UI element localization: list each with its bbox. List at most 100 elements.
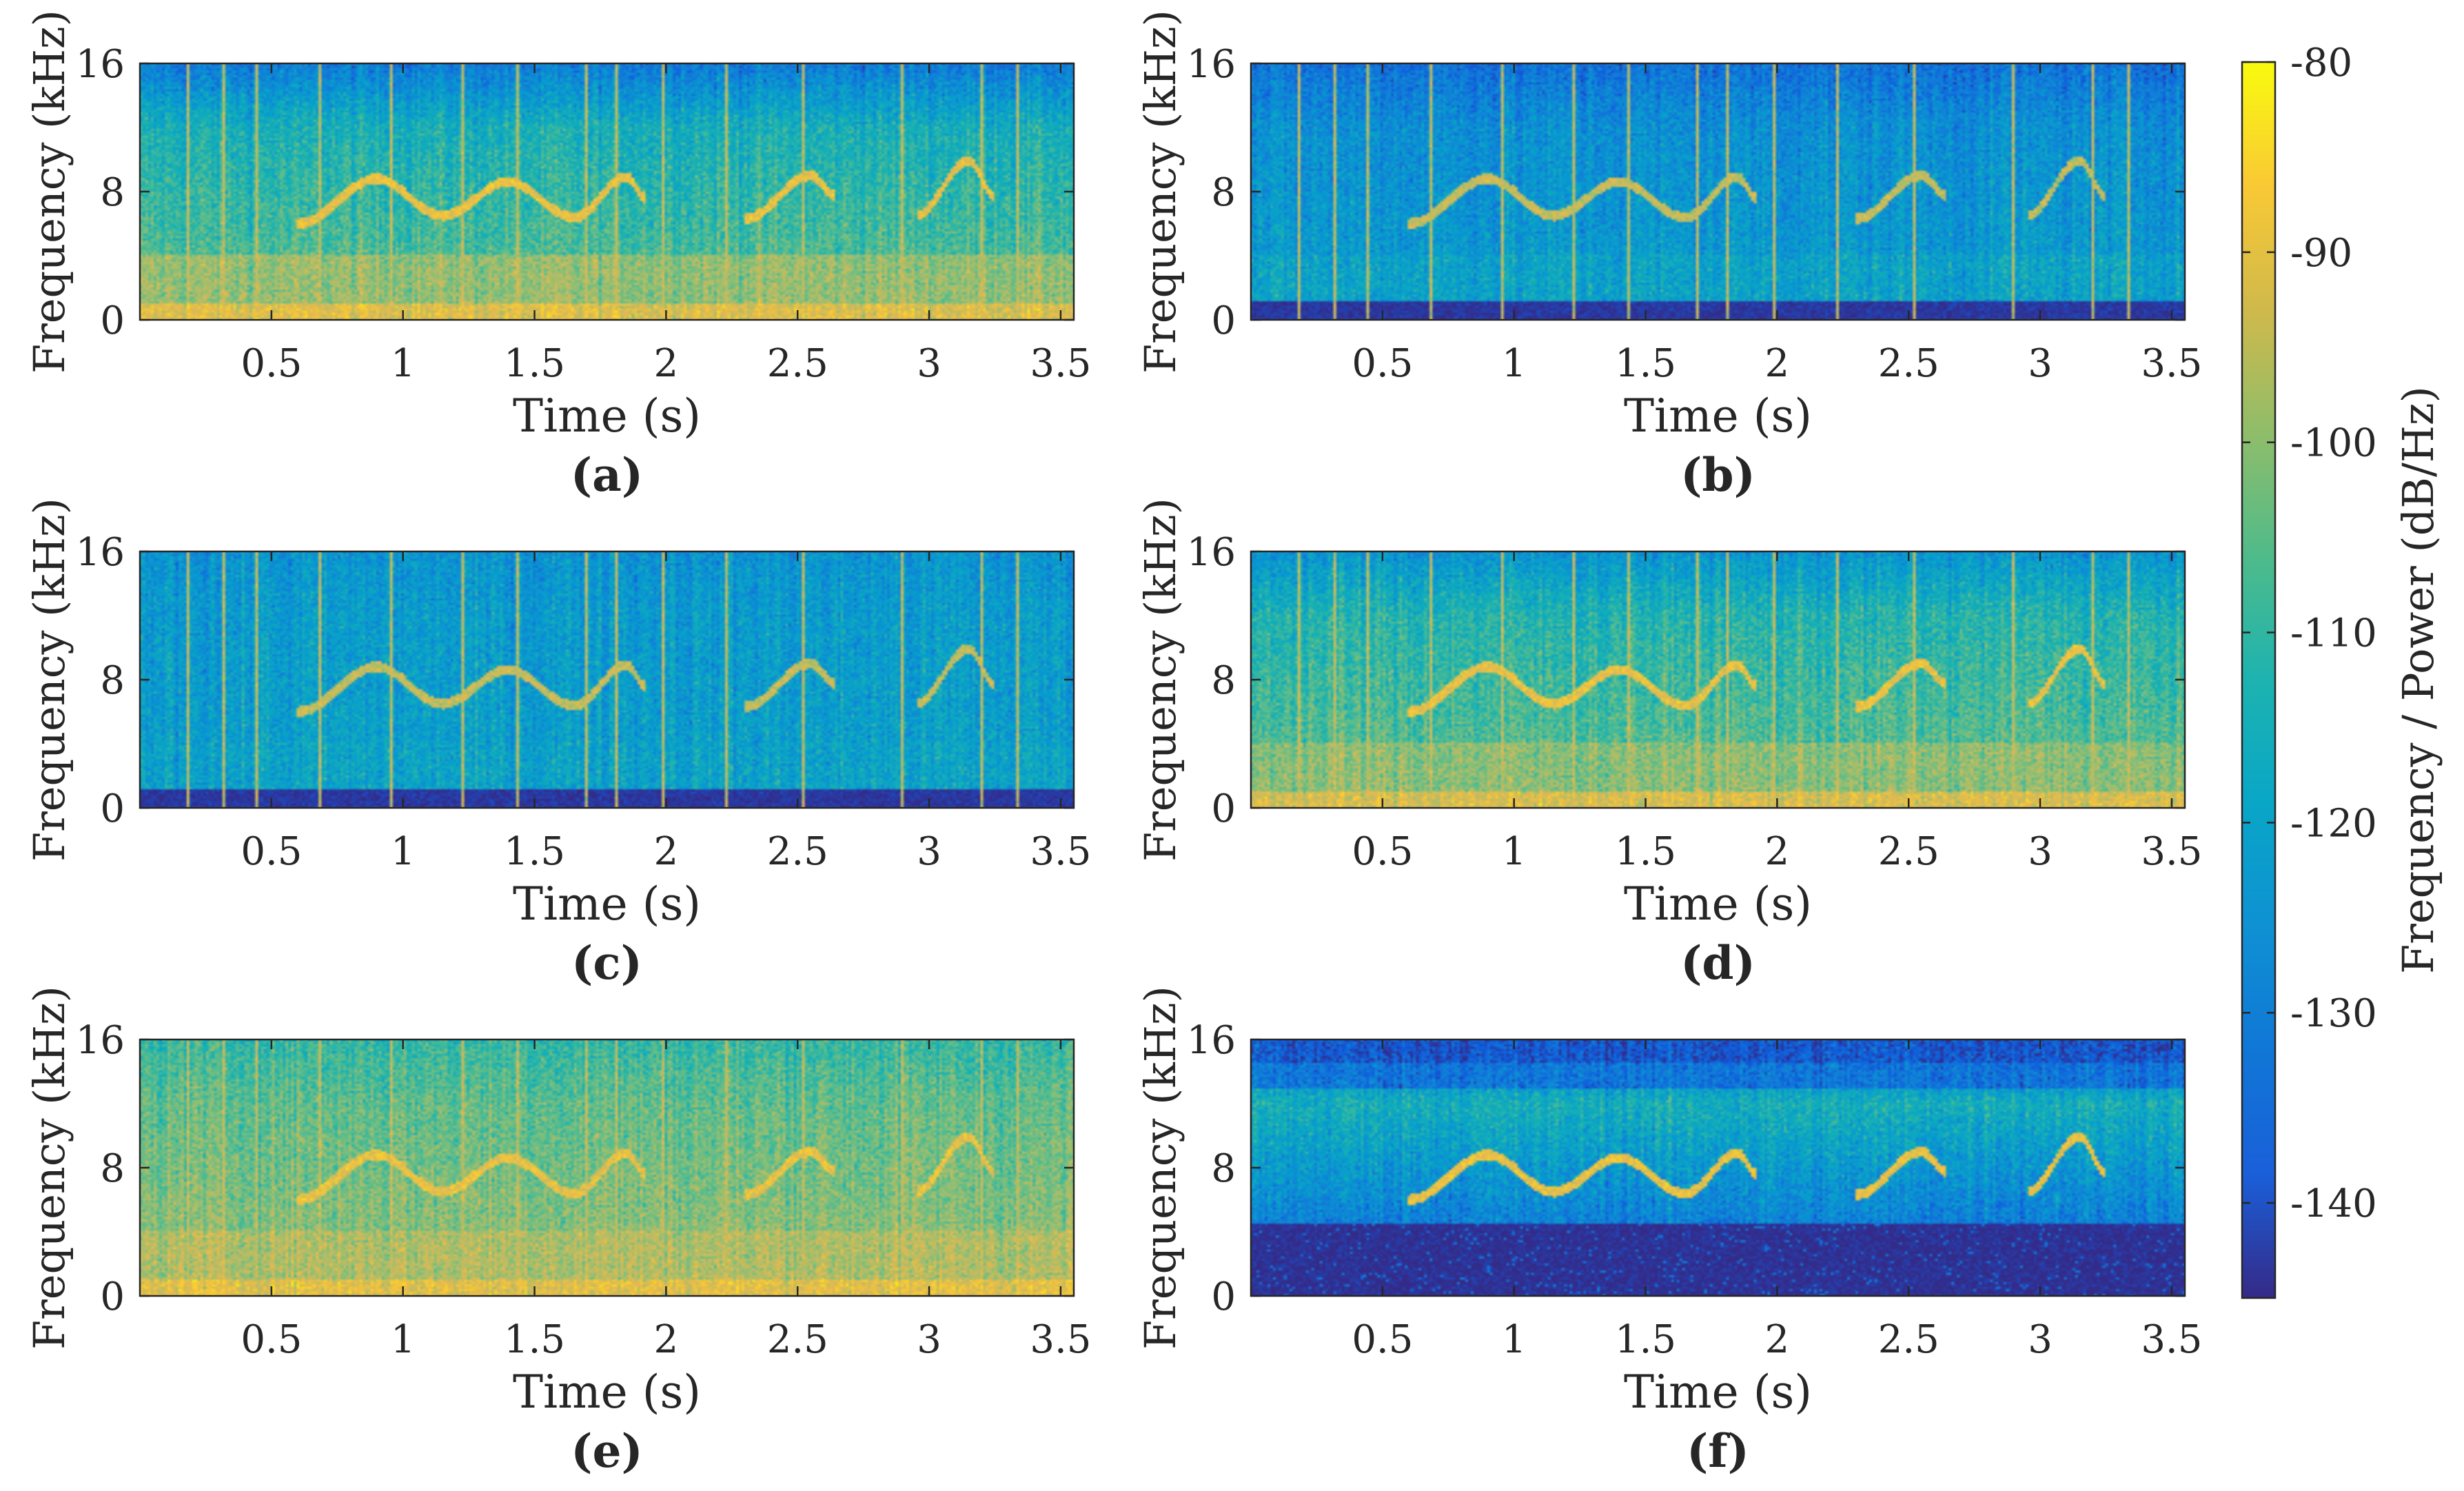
panel-label: (e) <box>571 1424 642 1478</box>
x-tick-label: 3.5 <box>1030 829 1091 874</box>
colorbar-tick-label: -140 <box>2290 1181 2377 1226</box>
spectrogram-image-c <box>140 551 1074 808</box>
panel-label: (f) <box>1687 1424 1749 1478</box>
y-tick-label: 0 <box>1211 787 1236 831</box>
x-tick-label: 1 <box>1502 341 1527 386</box>
y-axis-label: Frequency (kHz) <box>1135 986 1185 1350</box>
x-tick-label: 0.5 <box>1352 829 1413 874</box>
x-tick-label: 1.5 <box>1615 1317 1676 1362</box>
colorbar-tick-label: -120 <box>2290 801 2377 846</box>
x-tick-label: 2 <box>1765 829 1790 874</box>
y-tick-label: 16 <box>1187 42 1236 87</box>
x-tick-label: 2.5 <box>1878 341 1939 386</box>
x-tick-label: 3 <box>917 1317 941 1362</box>
panel-c: 0.5 1 1.5 2 2.5 3 3.5 0 8 16 Time (s) Frequency (kH… <box>24 498 1091 990</box>
y-tick-label: 8 <box>100 1146 125 1191</box>
y-axis-label: Frequency (kHz) <box>24 498 74 862</box>
colorbar: -80 -90 -100 -110 -120 -130 -140 Frequency / Po… <box>2241 41 2443 1299</box>
x-tick-label: 3.5 <box>2141 1317 2202 1362</box>
y-tick-label: 8 <box>1211 1146 1236 1191</box>
y-tick-label: 16 <box>76 1018 125 1063</box>
colorbar-label: Frequency / Power (dB/Hz) <box>2393 386 2443 974</box>
x-axis-label: Time (s) <box>1624 1366 1812 1419</box>
y-tick-label: 0 <box>100 1275 125 1319</box>
x-tick-label: 0.5 <box>241 341 302 386</box>
x-tick-label: 2.5 <box>1878 1317 1939 1362</box>
x-tick-label: 1 <box>1502 1317 1527 1362</box>
x-tick-label: 2 <box>1765 1317 1790 1362</box>
x-tick-label: 2 <box>1765 341 1790 386</box>
x-tick-label: 0.5 <box>1352 1317 1413 1362</box>
x-tick-label: 3.5 <box>1030 1317 1091 1362</box>
panel-b: 0.5 1 1.5 2 2.5 3 3.5 0 8 16 Time (s) Frequency (kH… <box>1135 10 2202 502</box>
x-tick-label: 2.5 <box>767 829 828 874</box>
x-tick-label: 1.5 <box>504 1317 565 1362</box>
y-tick-label: 8 <box>1211 658 1236 703</box>
x-tick-label: 2.5 <box>767 1317 828 1362</box>
spectrogram-image-d <box>1251 551 2185 808</box>
panel-a: 0.5 1 1.5 2 2.5 3 3.5 0 8 16 Time (s) Frequency (kH… <box>24 10 1091 502</box>
y-axis-label: Frequency (kHz) <box>1135 10 1185 374</box>
spectrogram-image-b <box>1251 63 2185 320</box>
x-tick-label: 0.5 <box>1352 341 1413 386</box>
x-tick-label: 2 <box>654 341 679 386</box>
panel-f: 0.5 1 1.5 2 2.5 3 3.5 0 8 16 Time (s) Frequency (kH… <box>1135 986 2202 1478</box>
x-axis-label: Time (s) <box>1624 389 1812 443</box>
x-tick-label: 3 <box>2028 1317 2053 1362</box>
x-tick-label: 3.5 <box>1030 341 1091 386</box>
x-tick-label: 1 <box>1502 829 1527 874</box>
x-tick-label: 2 <box>654 829 679 874</box>
x-tick-label: 2 <box>654 1317 679 1362</box>
x-tick-label: 0.5 <box>241 829 302 874</box>
colorbar-tick-label: -130 <box>2290 991 2377 1036</box>
x-tick-label: 1.5 <box>1615 829 1676 874</box>
y-axis-label: Frequency (kHz) <box>24 986 74 1350</box>
y-tick-label: 0 <box>1211 298 1236 343</box>
y-tick-label: 16 <box>76 530 125 575</box>
y-tick-label: 8 <box>100 170 125 215</box>
panel-d: 0.5 1 1.5 2 2.5 3 3.5 0 8 16 Time (s) Frequency (kH… <box>1135 498 2202 990</box>
y-axis-label: Frequency (kHz) <box>24 10 74 374</box>
colorbar-tick-label: -80 <box>2290 41 2352 85</box>
colorbar-gradient <box>2241 61 2277 1299</box>
y-tick-label: 0 <box>100 298 125 343</box>
x-tick-label: 1 <box>391 829 416 874</box>
panel-label: (d) <box>1680 936 1755 990</box>
spectrogram-image-e <box>140 1039 1074 1296</box>
y-tick-label: 8 <box>100 658 125 703</box>
x-tick-label: 2.5 <box>1878 829 1939 874</box>
x-tick-label: 0.5 <box>241 1317 302 1362</box>
x-tick-label: 3 <box>2028 829 2053 874</box>
panel-label: (c) <box>571 936 642 990</box>
x-tick-label: 1 <box>391 1317 416 1362</box>
x-tick-label: 2.5 <box>767 341 828 386</box>
x-tick-label: 1.5 <box>504 829 565 874</box>
colorbar-tick-label: -90 <box>2290 231 2352 276</box>
y-tick-label: 16 <box>76 42 125 87</box>
colorbar-tick-label: -110 <box>2290 611 2377 656</box>
y-tick-label: 8 <box>1211 170 1236 215</box>
colorbar-tick-label: -100 <box>2290 421 2377 466</box>
y-tick-label: 0 <box>1211 1275 1236 1319</box>
x-tick-label: 3 <box>2028 341 2053 386</box>
x-axis-label: Time (s) <box>513 878 701 931</box>
panel-label: (a) <box>571 448 643 502</box>
x-axis-label: Time (s) <box>513 389 701 443</box>
x-tick-label: 1 <box>391 341 416 386</box>
spectrogram-image-a <box>140 63 1074 320</box>
x-axis-label: Time (s) <box>1624 878 1812 931</box>
x-tick-label: 3 <box>917 341 941 386</box>
y-tick-label: 16 <box>1187 1018 1236 1063</box>
x-axis-label: Time (s) <box>513 1366 701 1419</box>
y-tick-label: 0 <box>100 787 125 831</box>
spectrogram-image-f <box>1251 1039 2185 1296</box>
x-tick-label: 3 <box>917 829 941 874</box>
x-tick-label: 3.5 <box>2141 829 2202 874</box>
panel-label: (b) <box>1680 448 1755 502</box>
x-tick-label: 3.5 <box>2141 341 2202 386</box>
x-tick-label: 1.5 <box>504 341 565 386</box>
panel-e: 0.5 1 1.5 2 2.5 3 3.5 0 8 16 Time (s) Frequency (kH… <box>24 986 1091 1478</box>
x-tick-label: 1.5 <box>1615 341 1676 386</box>
y-axis-label: Frequency (kHz) <box>1135 498 1185 862</box>
